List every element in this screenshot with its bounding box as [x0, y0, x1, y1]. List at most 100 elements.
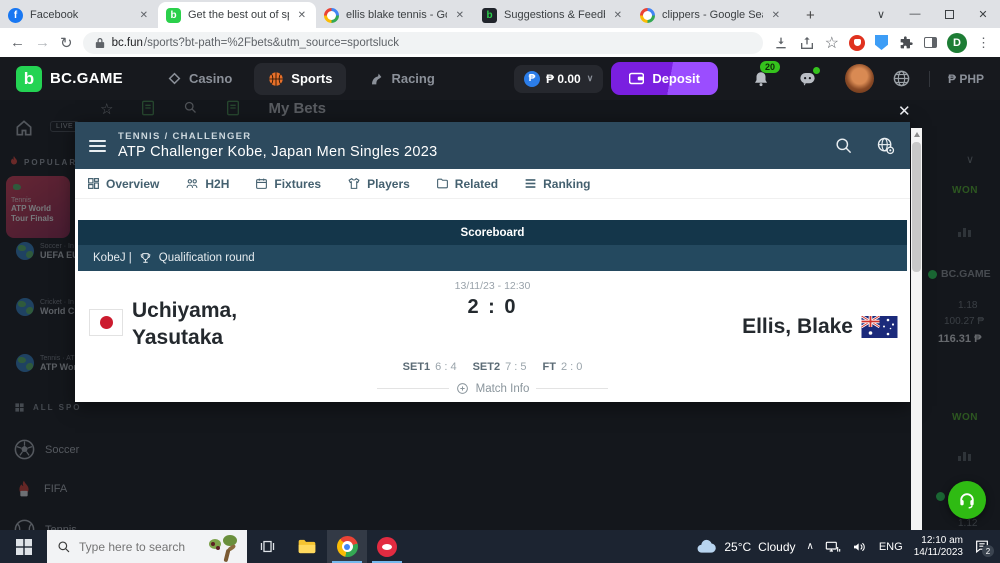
currency-selector[interactable]: ₱ PHP — [947, 71, 984, 86]
task-view-button[interactable] — [247, 530, 287, 563]
tab-fixtures[interactable]: Fixtures — [255, 177, 321, 191]
file-explorer-button[interactable] — [287, 530, 327, 563]
tab-bcgame-active[interactable]: b Get the best out of sports b ✕ — [158, 2, 316, 28]
close-tab-icon[interactable]: ✕ — [297, 9, 306, 21]
nav-racing[interactable]: Racing — [354, 63, 448, 95]
notifications-button[interactable]: 20 — [752, 60, 780, 88]
japan-flag-icon — [89, 309, 123, 336]
close-tab-icon[interactable]: ✕ — [613, 9, 622, 21]
bcgame-logo[interactable]: b BC.GAME — [16, 65, 123, 92]
maximize-icon[interactable] — [932, 0, 966, 28]
tab-overview[interactable]: Overview — [87, 177, 159, 191]
red-app-taskbar-button[interactable] — [367, 530, 407, 563]
modal-scrollbar[interactable] — [911, 128, 922, 530]
headset-icon — [960, 493, 974, 509]
sidebar-item-atp[interactable]: Tennis · AT ATP Wor — [16, 354, 77, 372]
deposit-button[interactable]: Deposit — [611, 62, 718, 95]
taskbar-search-input[interactable] — [79, 539, 199, 554]
featured-tournament-card[interactable]: Tennis ATP World Tour Finals — [6, 176, 70, 238]
support-chat-button[interactable] — [948, 481, 986, 519]
scrollbar-thumb[interactable] — [912, 142, 921, 272]
stats-bars-icon — [958, 452, 971, 461]
scoreboard-header: Scoreboard — [78, 220, 907, 245]
weather-temp: 25°C — [724, 539, 752, 554]
away-player[interactable]: Ellis, Blake — [742, 313, 898, 340]
set1-score: 6 : 4 — [435, 361, 457, 373]
extensions-puzzle-icon[interactable] — [898, 35, 914, 51]
tab-facebook[interactable]: f Facebook ✕ — [0, 2, 158, 28]
shield-extension-icon[interactable] — [875, 35, 888, 50]
balance-amount: ₱ 0.00 — [546, 71, 581, 86]
adblock-extension-icon[interactable] — [849, 34, 865, 51]
tab-suggestions-feedback[interactable]: b Suggestions & Feedback - E ✕ — [474, 2, 632, 28]
sidebar-item-uefa[interactable]: Soccer · In UEFA EU — [16, 242, 79, 260]
chevron-down-icon[interactable]: ∨ — [966, 154, 975, 166]
sidebar-item-worldcup[interactable]: Cricket · In World Cu — [16, 298, 80, 316]
user-avatar[interactable] — [844, 64, 874, 93]
side-panel-icon[interactable] — [924, 37, 937, 48]
tab-google-search-tennis[interactable]: ellis blake tennis - Google S ✕ — [316, 2, 474, 28]
nav-sports[interactable]: Sports — [254, 62, 347, 95]
search-highlight-image[interactable] — [203, 533, 245, 563]
weather-desc: Cloudy — [758, 539, 796, 554]
network-icon[interactable] — [825, 540, 841, 554]
globe-icon — [16, 298, 34, 316]
language-indicator[interactable]: ENG — [878, 540, 903, 553]
bookmark-star-icon[interactable]: ☆ — [824, 34, 839, 52]
close-window-icon[interactable]: ✕ — [978, 8, 988, 21]
home-icon[interactable] — [14, 118, 34, 138]
bet-odds: 1.12 — [958, 518, 978, 529]
browser-menu-icon[interactable]: ⋮ — [977, 34, 990, 50]
chat-button[interactable] — [798, 67, 820, 88]
sidebar-sport-fifa[interactable]: FIFA — [13, 478, 67, 500]
menu-icon[interactable] — [89, 139, 106, 152]
url-path: /sports?bt-path=%2Fbets&utm_source=sport… — [143, 36, 399, 49]
sidebar-sport-soccer[interactable]: Soccer — [13, 438, 79, 461]
sidebar-sport-tennis[interactable]: Tennis — [13, 518, 77, 530]
weather-widget[interactable]: 25°C Cloudy — [696, 539, 796, 554]
globe-icon — [16, 242, 34, 260]
scroll-up-arrow[interactable] — [913, 132, 920, 137]
search-icon[interactable] — [834, 136, 853, 155]
language-globe-icon[interactable] — [892, 69, 911, 88]
reload-icon[interactable]: ↻ — [60, 34, 73, 52]
home-player[interactable]: Uchiyama, Yasutaka — [89, 297, 302, 352]
tab-google-search-clippers[interactable]: clippers - Google Search ✕ — [632, 2, 790, 28]
bet-status: WON — [952, 185, 978, 196]
new-tab-button[interactable]: + — [806, 7, 815, 24]
clock[interactable]: 12:10 am 14/11/2023 — [914, 535, 963, 559]
forward-icon[interactable]: → — [35, 34, 50, 51]
bell-icon — [754, 71, 767, 86]
tab-ranking[interactable]: Ranking — [524, 177, 590, 191]
close-tab-icon[interactable]: ✕ — [455, 9, 464, 21]
tray-expand-chevron[interactable]: ∧ — [806, 541, 814, 552]
match-info-toggle[interactable]: Match Info — [75, 382, 910, 395]
globe-settings-icon[interactable] — [875, 135, 896, 156]
peso-coin-icon: ₱ — [524, 70, 541, 87]
back-icon[interactable]: ← — [10, 34, 25, 51]
chrome-taskbar-button[interactable] — [327, 530, 367, 563]
nav-casino[interactable]: Casino — [153, 63, 246, 94]
tab-related[interactable]: Related — [436, 177, 498, 191]
volume-icon[interactable] — [852, 540, 868, 554]
tab-h2h[interactable]: H2H — [185, 177, 229, 191]
bet-status: WON — [952, 412, 978, 423]
action-center-button[interactable]: 2 — [974, 539, 994, 557]
tab-players[interactable]: Players — [347, 177, 410, 191]
share-icon[interactable] — [799, 35, 815, 51]
address-bar[interactable]: bc.fun /sports?bt-path=%2Fbets&utm_sourc… — [82, 31, 763, 54]
install-icon[interactable] — [773, 35, 789, 51]
wallet-balance[interactable]: ₱ ₱ 0.00 ∨ — [514, 64, 604, 93]
close-tab-icon[interactable]: ✕ — [771, 9, 780, 21]
tab-search-chevron-icon[interactable]: ∨ — [876, 8, 886, 21]
start-button[interactable] — [0, 530, 47, 563]
minimize-icon[interactable]: — — [909, 8, 921, 20]
close-modal-icon[interactable]: ✕ — [898, 103, 911, 120]
close-tab-icon[interactable]: ✕ — [139, 9, 148, 21]
profile-avatar[interactable]: D — [947, 32, 967, 53]
facebook-icon: f — [8, 7, 23, 23]
taskbar-search[interactable] — [47, 530, 247, 563]
fifa-logo-icon — [19, 480, 29, 497]
brand-dot-icon — [936, 491, 945, 501]
